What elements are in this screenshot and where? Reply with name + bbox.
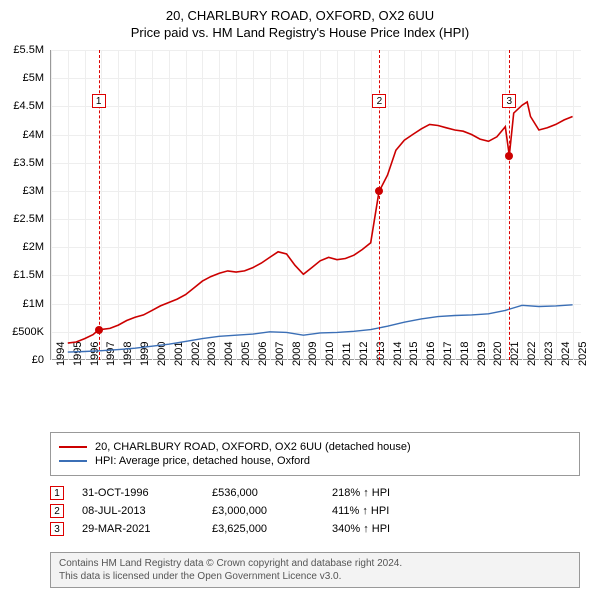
sale-marker-dot [95, 326, 103, 334]
y-axis-tick-label: £5M [23, 72, 44, 84]
y-axis-tick-label: £1.5M [13, 269, 44, 281]
chart-subtitle: Price paid vs. HM Land Registry's House … [0, 25, 600, 40]
legend-item: 20, CHARLBURY ROAD, OXFORD, OX2 6UU (det… [59, 441, 571, 453]
sale-hpi: 411% ↑ HPI [332, 505, 389, 517]
y-axis-tick-label: £4.5M [13, 100, 44, 112]
y-axis-tick-label: £5.5M [13, 44, 44, 56]
y-axis-tick-label: £3M [23, 185, 44, 197]
y-axis-tick-label: £1M [23, 298, 44, 310]
sale-index-box: 3 [50, 522, 64, 536]
sale-index-box: 2 [50, 504, 64, 518]
legend-label: HPI: Average price, detached house, Oxfo… [95, 455, 310, 467]
chart: £0£500K£1M£1.5M£2M£2.5M£3M£3.5M£4M£4.5M£… [50, 50, 580, 390]
sale-marker-box: 3 [502, 94, 516, 108]
sale-row: 3 29-MAR-2021£3,625,000340% ↑ HPI [50, 522, 580, 536]
sale-hpi: 218% ↑ HPI [332, 487, 390, 499]
legend-label: 20, CHARLBURY ROAD, OXFORD, OX2 6UU (det… [95, 441, 411, 453]
y-axis-tick-label: £500K [12, 326, 44, 338]
legend: 20, CHARLBURY ROAD, OXFORD, OX2 6UU (det… [50, 432, 580, 476]
y-axis-tick-label: £2M [23, 241, 44, 253]
y-axis-tick-label: £3.5M [13, 157, 44, 169]
legend-item: HPI: Average price, detached house, Oxfo… [59, 455, 571, 467]
y-axis-tick-label: £4M [23, 129, 44, 141]
sale-marker-box: 2 [372, 94, 386, 108]
sale-price: £3,000,000 [212, 505, 332, 517]
attribution-footer: Contains HM Land Registry data © Crown c… [50, 552, 580, 588]
sale-marker-dot [375, 187, 383, 195]
series-line-hpi [68, 305, 573, 352]
y-axis-tick-label: £2.5M [13, 213, 44, 225]
legend-swatch [59, 460, 87, 462]
sale-date: 29-MAR-2021 [82, 523, 212, 535]
footer-line: Contains HM Land Registry data © Crown c… [59, 557, 571, 570]
sale-index-box: 1 [50, 486, 64, 500]
sale-row: 2 08-JUL-2013£3,000,000411% ↑ HPI [50, 504, 580, 518]
sale-date: 08-JUL-2013 [82, 505, 212, 517]
series-line-property [68, 102, 573, 343]
y-axis-tick-label: £0 [32, 354, 44, 366]
legend-swatch [59, 446, 87, 448]
footer-line: This data is licensed under the Open Gov… [59, 570, 571, 583]
sale-price: £536,000 [212, 487, 332, 499]
sale-hpi: 340% ↑ HPI [332, 523, 390, 535]
sale-date: 31-OCT-1996 [82, 487, 212, 499]
sales-table: 1 31-OCT-1996£536,000218% ↑ HPI 2 08-JUL-20… [50, 482, 580, 540]
sale-row: 1 31-OCT-1996£536,000218% ↑ HPI [50, 486, 580, 500]
sale-marker-box: 1 [92, 94, 106, 108]
sale-marker-dot [505, 152, 513, 160]
chart-title: 20, CHARLBURY ROAD, OXFORD, OX2 6UU [0, 8, 600, 23]
sale-price: £3,625,000 [212, 523, 332, 535]
